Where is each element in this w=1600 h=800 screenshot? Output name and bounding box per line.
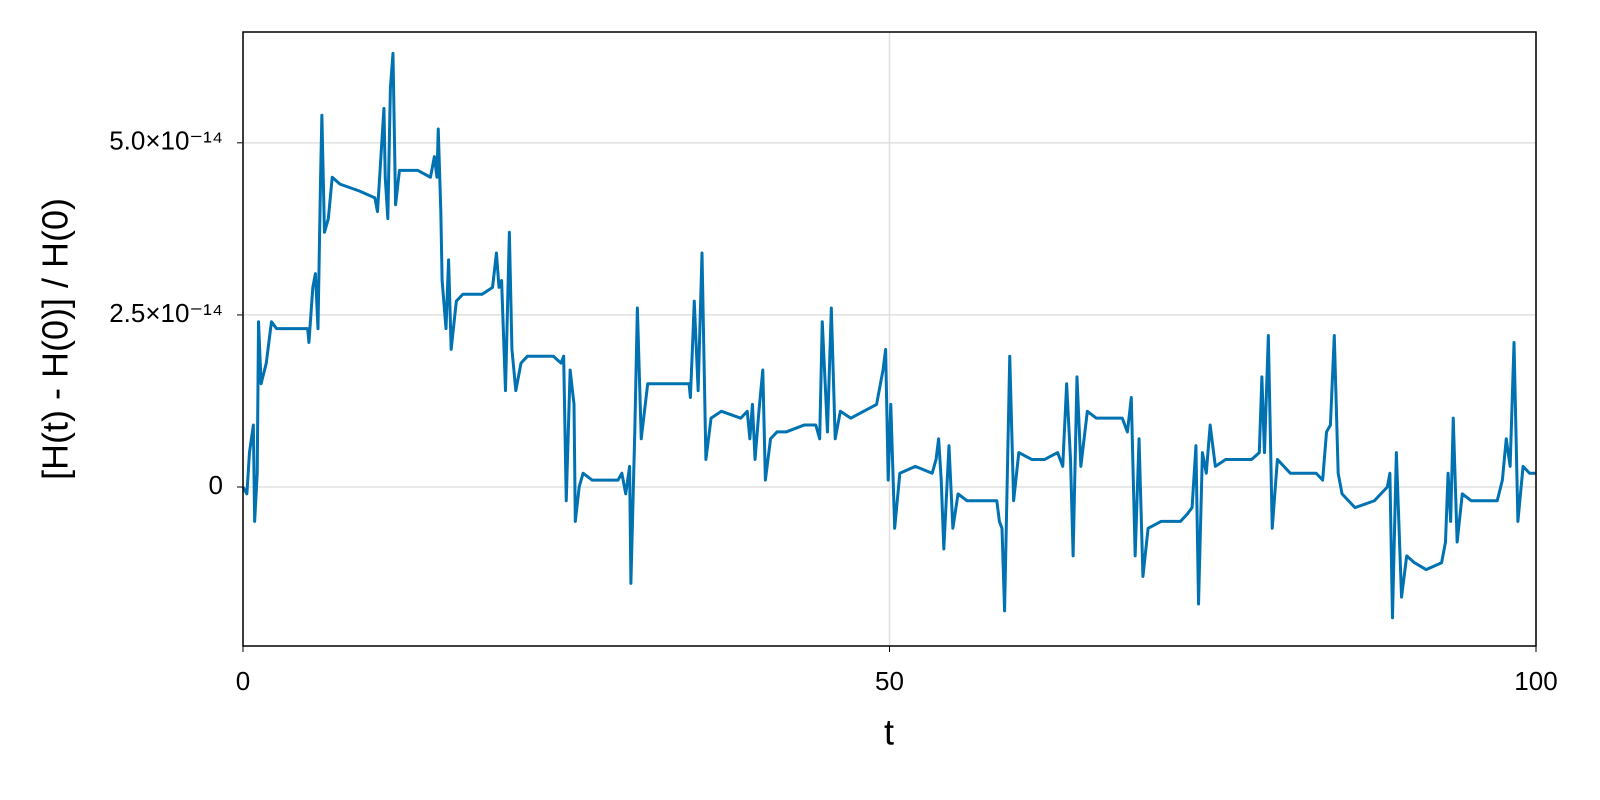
plot-frame [242,31,1537,647]
x-tick-label: 50 [875,666,904,696]
x-tick-label: 100 [1514,666,1557,696]
x-axis-label: t [884,712,894,753]
y-tick-label: 5.0×10⁻¹⁴ [109,126,223,156]
data-line [241,51,1536,620]
y-tick-label: 2.5×10⁻¹⁴ [109,298,223,328]
x-tick-label: 0 [236,666,250,696]
y-tick-label: 0 [209,470,223,500]
y-axis-label: [H(t) - H(0)] / H(0) [35,198,76,480]
